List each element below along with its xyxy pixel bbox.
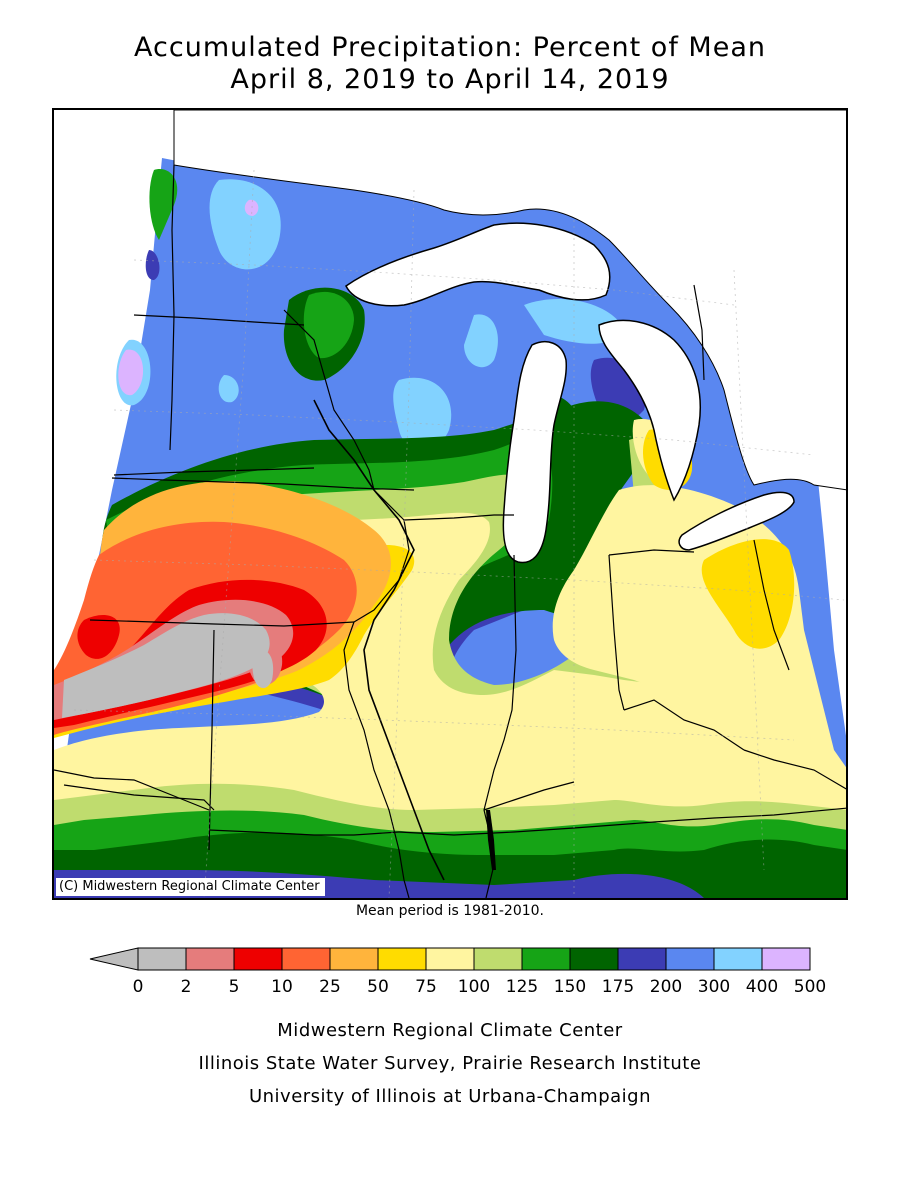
- legend-swatch: [329, 947, 379, 971]
- precip-zone-50-75: [701, 539, 795, 649]
- legend-tick-label: 200: [650, 977, 682, 997]
- footer-university: University of Illinois at Urbana-Champai…: [248, 1086, 652, 1107]
- mean-period-note: Mean period is 1981-2010.: [355, 903, 545, 919]
- footer-org: Midwestern Regional Climate Center: [277, 1020, 623, 1041]
- map-copyright: (C) Midwestern Regional Climate Center: [56, 878, 325, 896]
- legend-tick-label: 10: [271, 977, 293, 997]
- legend-tick-label: 0: [133, 977, 144, 997]
- legend-tick-label: 50: [367, 977, 389, 997]
- precip-zone-0-2: [252, 649, 274, 689]
- legend-swatch: [761, 947, 811, 971]
- legend-tick-label: 400: [746, 977, 778, 997]
- legend-tick-label: 150: [554, 977, 586, 997]
- legend-tick-label: 25: [319, 977, 341, 997]
- graticule: [73, 169, 845, 898]
- legend-tick-label: 175: [602, 977, 634, 997]
- legend-swatch: [185, 947, 235, 971]
- legend-bar: 0 2 5 10 25 50 75 100 125 150 175 200 300 400 500: [89, 947, 826, 997]
- precip-zone-125-150: [149, 169, 178, 240]
- legend-swatch: [521, 947, 571, 971]
- map-title: Accumulated Precipitation: Percent of Me…: [134, 32, 766, 63]
- lake-huron: [598, 319, 701, 502]
- lake-michigan: [502, 341, 568, 564]
- legend-tick-label: 5: [229, 977, 240, 997]
- precip-zone-300-400: [464, 314, 498, 368]
- precip-zone-0-2: [62, 613, 270, 718]
- map-date-range: April 8, 2019 to April 14, 2019: [230, 64, 670, 95]
- precip-zone-5-10: [77, 615, 120, 659]
- canada-region: [173, 110, 846, 491]
- legend-swatch: [713, 947, 763, 971]
- kentucky-lake: [486, 810, 496, 870]
- legend-swatch: [665, 947, 715, 971]
- precip-zone-300-400: [524, 299, 624, 344]
- footer-survey: Illinois State Water Survey, Prairie Res…: [198, 1053, 702, 1074]
- legend-arrow: [89, 947, 139, 971]
- legend-tick-label: 75: [415, 977, 437, 997]
- legend-tick-label: 500: [794, 977, 826, 997]
- legend-tick-label: 100: [458, 977, 490, 997]
- legend-swatch: [569, 947, 619, 971]
- precip-zone-400-500: [244, 199, 259, 216]
- precip-zone-75-100: [412, 529, 458, 612]
- precip-zone-400-500: [118, 349, 144, 396]
- color-legend: 0 2 5 10 25 50 75 100 125 150 175 200 300 400 500: [0, 940, 900, 1000]
- precip-zone-175-200: [145, 250, 160, 280]
- legend-swatch: [617, 947, 667, 971]
- legend-swatch: [377, 947, 427, 971]
- lake-superior: [345, 222, 611, 307]
- legend-tick-label: 2: [181, 977, 192, 997]
- map-canvas: [54, 110, 846, 898]
- legend-tick-label: 125: [506, 977, 538, 997]
- legend-swatch: [425, 947, 475, 971]
- legend-swatch: [233, 947, 283, 971]
- legend-swatch: [473, 947, 523, 971]
- lake-erie: [678, 491, 795, 551]
- mississippi-river: [313, 399, 445, 881]
- precip-zone-125-150: [303, 291, 354, 359]
- legend-tick-label: 300: [698, 977, 730, 997]
- precip-zone-300-400: [209, 179, 281, 270]
- precipitation-map: (C) Midwestern Regional Climate Center: [52, 108, 848, 900]
- precip-zone-300-400: [218, 375, 239, 403]
- legend-swatch: [281, 947, 331, 971]
- legend-swatch: [137, 947, 187, 971]
